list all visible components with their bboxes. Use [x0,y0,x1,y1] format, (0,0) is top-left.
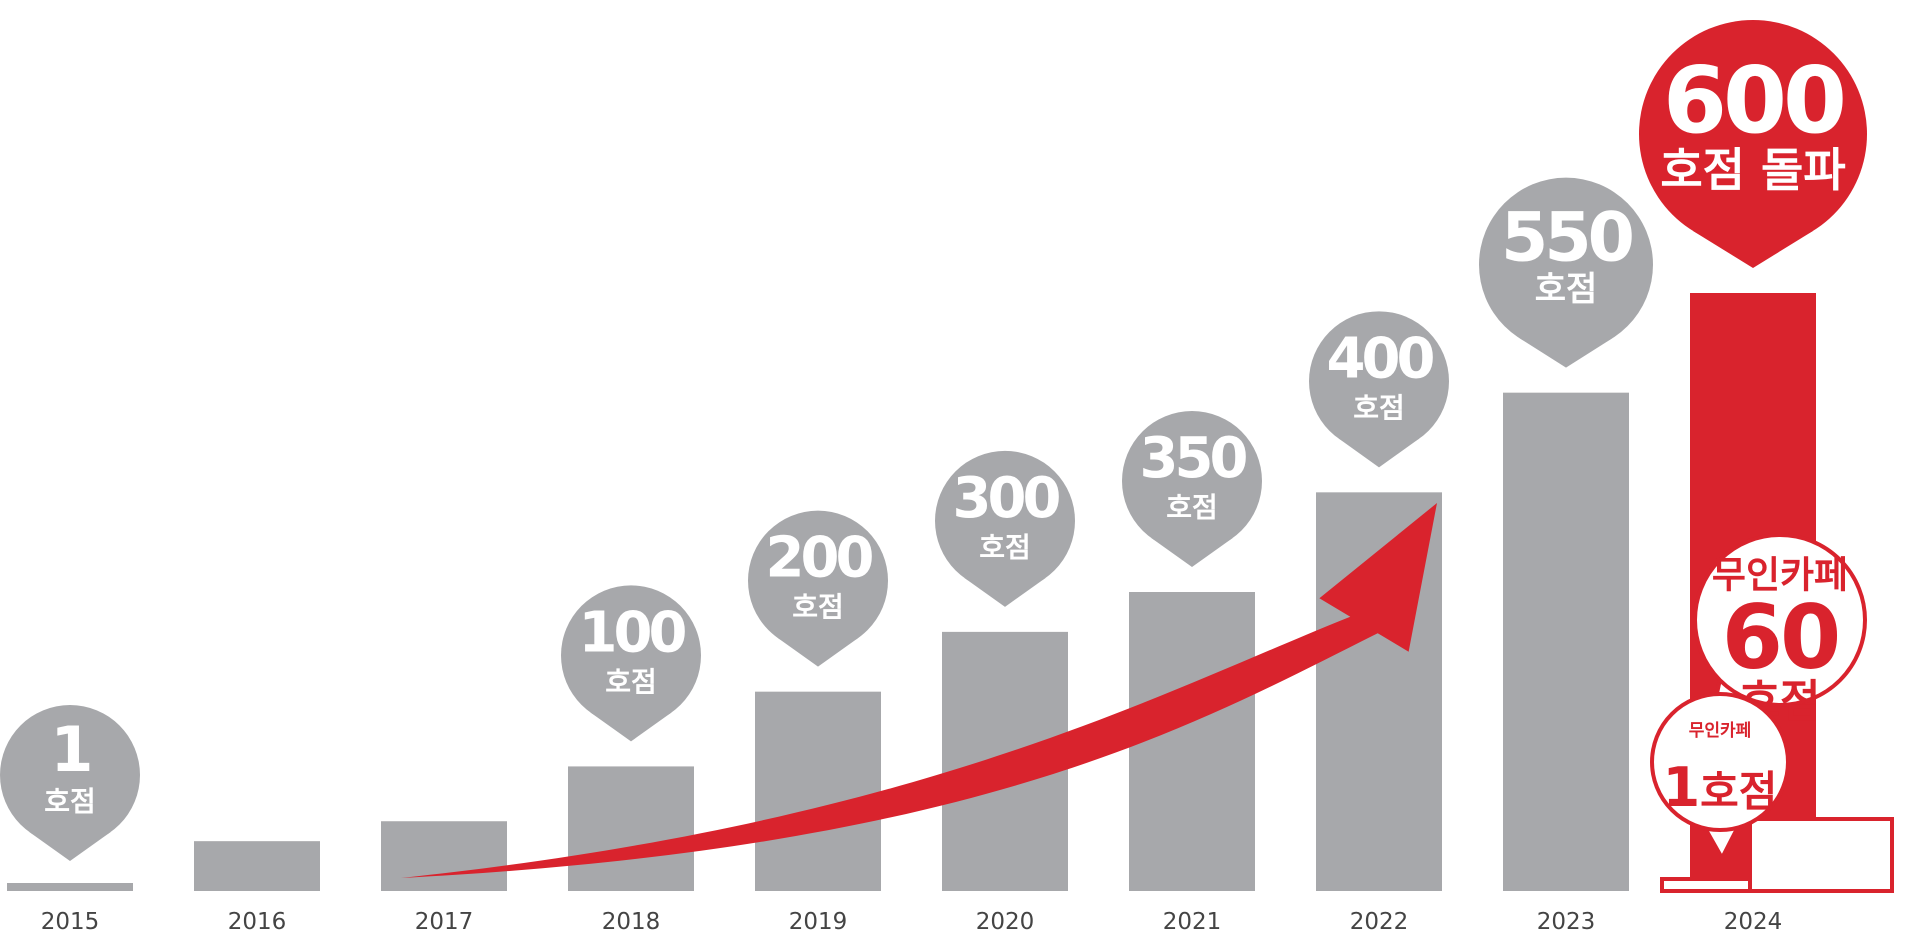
year-label-2016: 2016 [228,909,287,935]
pin-number-2022: 400 [1327,326,1434,391]
sub-bubble-1: 무인카페 1호점 [1650,692,1790,860]
sub-bubble-1-value: 1호점 [1663,756,1778,819]
year-label-2021: 2021 [1163,909,1222,935]
sub-bubble-60-circle [1693,533,1867,707]
sub-bubble-1-pointer [1703,826,1740,860]
pin-unit-2019: 호점 [792,591,844,624]
pin-unit-2023: 호점 [1535,270,1598,310]
pin-2018-pointer [590,712,672,742]
bar-2015 [7,883,133,891]
trend-arrow [401,503,1437,878]
year-label-2018: 2018 [602,909,661,935]
pin-number-2015: 1 [50,713,89,786]
bar-2016 [194,841,320,891]
pin-2022-pointer [1338,438,1420,468]
year-label-2022: 2022 [1350,909,1409,935]
pin-2022-circle [1309,311,1449,452]
pin-unit-2020: 호점 [979,531,1031,564]
bar-2017 [381,821,507,891]
pin-number-2021: 350 [1140,426,1247,491]
pin-2019-pointer [777,637,859,667]
year-label-2020: 2020 [976,909,1035,935]
year-label-2024: 2024 [1724,909,1783,935]
pin-2018-circle [561,585,701,726]
year-labels-layer: 2015 2016 2017 2018 2019 2020 2021 2022 2023 2024 [41,909,1783,935]
pin-number-2020: 300 [953,466,1060,531]
pin-unit-2021: 호점 [1166,491,1218,524]
year-label-2017: 2017 [415,909,474,935]
pin-number-2018: 100 [579,600,686,665]
pin-2015-pointer [29,831,111,861]
pin-unit-2015: 호점 [44,785,96,818]
pin-unit-2024: 호점 돌파 [1660,143,1845,197]
year-label-2023: 2023 [1537,909,1596,935]
pin-2015: 1호점 [0,705,140,861]
pin-2021-pointer [1151,537,1233,567]
pin-number-2024: 600 [1663,47,1843,154]
pin-unit-2018: 호점 [605,665,657,698]
pin-2015-circle [0,705,140,845]
pin-2020-pointer [964,577,1046,607]
pin-2024-pointer [1693,230,1813,268]
pin-number-2019: 200 [766,526,873,591]
sub-bubble-60-label: 무인카페 [1712,554,1848,597]
pin-2021-circle [1122,411,1262,551]
sub-bubble-1-circle [1650,692,1790,832]
pin-2019-circle [748,510,888,651]
trend-arrow-layer [401,503,1437,878]
sub-bar-60 [1748,817,1894,893]
pin-2023-pointer [1519,338,1613,368]
pin-2020-circle [935,450,1075,591]
bar-2021 [1129,592,1255,891]
pin-number-2023: 550 [1501,199,1633,278]
year-label-2019: 2019 [789,909,848,935]
pin-2023-circle [1479,177,1653,352]
sub-bubble-60-number: 60 [1722,586,1838,689]
bar-2019 [755,691,881,891]
pin-2024-circle [1639,20,1867,248]
sub-bubble-1-label: 무인카페 [1689,721,1752,741]
bar-2018 [568,766,694,891]
year-label-2015: 2015 [41,909,100,935]
pin-unit-2022: 호점 [1353,391,1405,424]
bar-2023 [1503,392,1629,891]
